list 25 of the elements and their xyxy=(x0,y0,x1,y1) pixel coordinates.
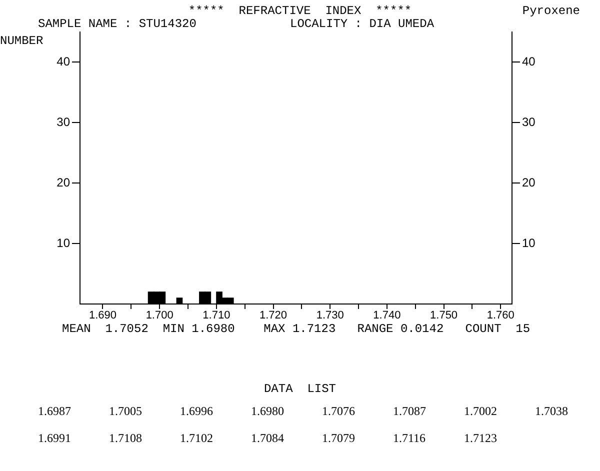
y-tick-label: 20 xyxy=(56,175,70,190)
y-tick-label: 10 xyxy=(56,236,70,250)
y-tick-label: 30 xyxy=(56,114,70,129)
y2-tick-label: 10 xyxy=(522,236,536,250)
y-axis-title: NUMBER xyxy=(0,34,44,48)
x-tick-label: 1.730 xyxy=(316,310,344,322)
x-tick-label: 1.710 xyxy=(202,310,230,322)
text: MEAN 1.7052 MIN 1.6980 MAX 1.7123 RANGE 0.0142 COUNT 15 xyxy=(62,322,530,336)
y-tick-label: 40 xyxy=(56,54,70,69)
y2-tick-label: 20 xyxy=(522,175,536,190)
y2-tick-label: 40 xyxy=(522,54,536,69)
text: Pyroxene xyxy=(522,4,580,18)
text: 1.6987 1.7005 1.6996 1.6980 1.7076 1.7087 1.7002 1.7038 xyxy=(38,404,568,418)
x-tick-label: 1.750 xyxy=(430,310,458,322)
x-tick-label: 1.720 xyxy=(260,310,288,322)
chart-title: ***** REFRACTIVE INDEX ***** xyxy=(187,4,413,18)
text: LOCALITY : DIA UMEDA xyxy=(290,17,434,31)
text: SAMPLE NAME : STU14320 xyxy=(38,17,196,31)
x-tick-label: 1.690 xyxy=(88,310,116,322)
text: 1.6991 1.7108 1.7102 1.7084 1.7079 1.7116 1.7123 xyxy=(38,431,497,445)
x-tick-label: 1.700 xyxy=(146,310,174,322)
x-tick-label: 1.760 xyxy=(486,310,514,322)
text: DATA LIST xyxy=(262,382,337,396)
x-tick-label: 1.740 xyxy=(373,310,401,322)
y2-tick-label: 30 xyxy=(522,114,536,129)
